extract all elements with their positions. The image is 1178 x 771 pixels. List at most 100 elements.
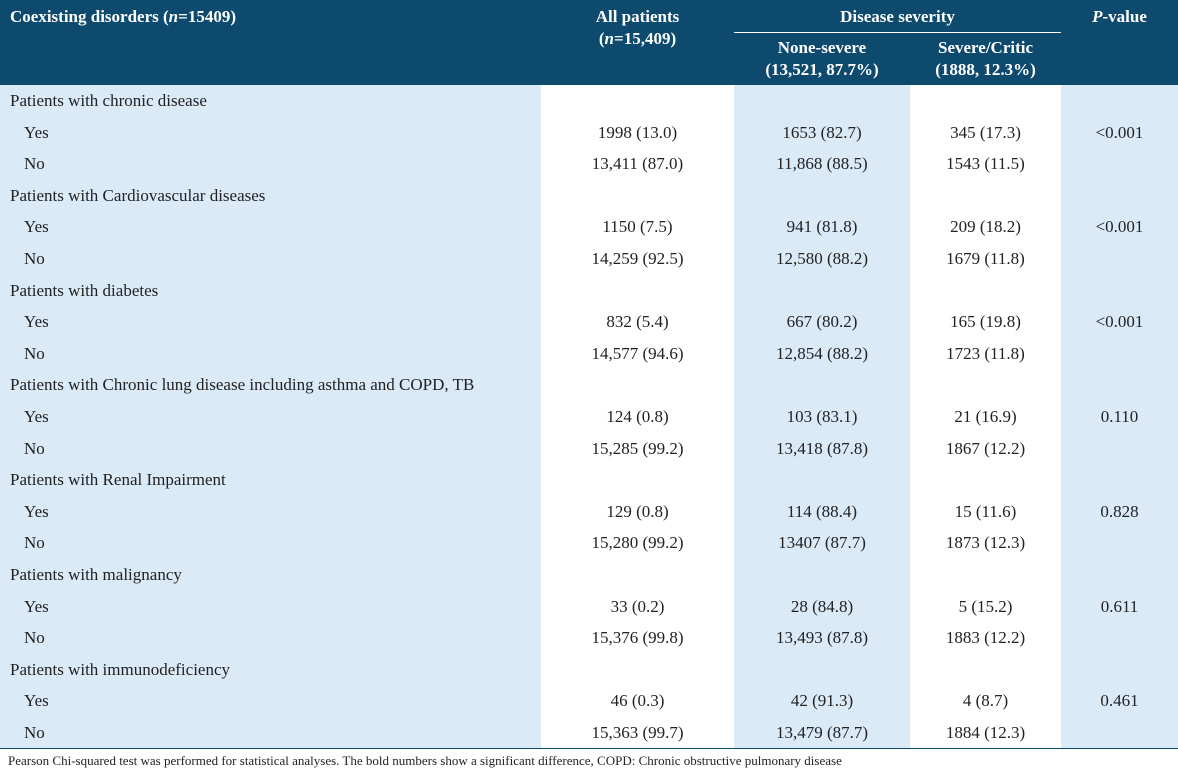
table-row: Yes 129 (0.8) 114 (88.4) 15 (11.6) 0.828 (0, 496, 1178, 528)
cell-none-severe: 1653 (82.7) (782, 122, 862, 142)
group-title: Patients with chronic disease (10, 91, 207, 110)
group-title-row: Patients with Chronic lung disease inclu… (0, 369, 1178, 401)
band-label-column (0, 85, 541, 748)
cell-severe-critic: 21 (16.9) (954, 407, 1017, 426)
cell-none-severe: 13,418 (87.8) (775, 438, 869, 458)
table-row: No 15,280 (99.2) 13407 (87.7) 1873 (12.3) (0, 527, 1178, 559)
row-label: No (24, 343, 45, 363)
row-label: No (24, 628, 45, 648)
row-label: No (24, 438, 45, 458)
group-title-row: Patients with Renal Impairment (0, 464, 1178, 496)
table-row: No 15,363 (99.7) 13,479 (87.7) 1884 (12.3) (0, 717, 1178, 749)
cell-all-patients: 15,376 (99.8) (591, 628, 684, 648)
row-label: Yes (24, 501, 49, 521)
header-sev-line1: Severe/Critic (937, 38, 1034, 57)
cell-severe-critic: 1867 (12.2) (945, 438, 1026, 458)
group-title: Patients with diabetes (10, 280, 159, 300)
cell-severe-critic: 5 (15.2) (958, 596, 1013, 616)
header-group-rule (734, 32, 1061, 33)
row-label: Yes (24, 122, 49, 142)
header-disease-severity: Disease severity (840, 7, 955, 26)
row-label: No (24, 249, 45, 268)
cell-p-value: <0.001 (1095, 122, 1144, 142)
group-title: Patients with Chronic lung disease inclu… (10, 375, 475, 395)
group-title: Patients with immunodeficiency (10, 659, 231, 679)
table-row: No 14,259 (92.5) 12,580 (88.2) 1679 (11.8) (0, 243, 1178, 275)
header-all-patients: All patients (n=15,409) (541, 6, 734, 50)
row-label: No (24, 154, 45, 174)
cell-severe-critic: 1543 (11.5) (946, 154, 1025, 174)
header-p-value: P-value (1092, 7, 1147, 26)
header-all-line1: All patients (595, 7, 680, 26)
cell-none-severe: 13,493 (87.8) (775, 628, 869, 648)
cell-none-severe: 13,479 (87.7) (775, 723, 869, 742)
row-label: Yes (24, 407, 49, 426)
row-label: No (24, 723, 45, 742)
row-label: Yes (24, 217, 49, 237)
table-row: Yes 124 (0.8) 103 (83.1) 21 (16.9) 0.110 (0, 401, 1178, 433)
cell-all-patients: 15,285 (99.2) (591, 438, 684, 458)
group-title: Patients with Renal Impairment (10, 470, 226, 490)
header-severe-critic: Severe/Critic (1888, 12.3%) (910, 37, 1061, 81)
table-body: Patients with chronic disease Yes 1998 (13… (0, 85, 1178, 748)
cell-severe-critic: 1679 (11.8) (946, 249, 1025, 268)
cell-all-patients: 832 (5.4) (606, 312, 669, 332)
header-none-line2: (13,521, 87.7%) (765, 60, 879, 79)
table-row: Yes 46 (0.3) 42 (91.3) 4 (8.7) 0.461 (0, 685, 1178, 717)
group-title: Patients with Cardiovascular diseases (10, 185, 266, 205)
table-header: Coexisting disorders (n=15409) All patie… (0, 0, 1178, 85)
group-title-row: Patients with chronic disease (0, 85, 1178, 117)
cell-all-patients: 1998 (13.0) (597, 122, 678, 142)
cell-severe-critic: 1873 (12.3) (945, 533, 1026, 553)
header-coexisting-disorders: Coexisting disorders (n=15409) (10, 6, 236, 28)
cell-p-value: 0.828 (1100, 501, 1139, 521)
table-footnote: Pearson Chi-squared test was performed f… (8, 753, 842, 768)
cell-none-severe: 114 (88.4) (786, 501, 858, 521)
cell-all-patients: 13,411 (87.0) (591, 154, 684, 174)
cell-none-severe: 667 (80.2) (786, 312, 858, 332)
table-bottom-rule (0, 748, 1178, 749)
table-row: No 15,285 (99.2) 13,418 (87.8) 1867 (12.2) (0, 433, 1178, 465)
cell-all-patients: 33 (0.2) (610, 596, 665, 616)
cell-severe-critic: 1884 (12.3) (945, 723, 1026, 742)
cell-severe-critic: 15 (11.6) (954, 501, 1017, 521)
header-all-line2: (n=15,409) (598, 29, 677, 48)
header-none-line1: None-severe (777, 38, 867, 57)
cell-all-patients: 124 (0.8) (606, 407, 669, 426)
header-label-text: Coexisting disorders (n=15409) (10, 7, 236, 26)
row-label: Yes (24, 596, 49, 616)
cell-p-value: 0.110 (1100, 407, 1139, 426)
table-row: No 14,577 (94.6) 12,854 (88.2) 1723 (11.8) (0, 338, 1178, 370)
cell-none-severe: 13407 (87.7) (778, 533, 866, 553)
header-sev-line2: (1888, 12.3%) (935, 60, 1036, 79)
cell-all-patients: 14,577 (94.6) (591, 343, 684, 363)
cell-none-severe: 28 (84.8) (790, 596, 854, 616)
cell-severe-critic: 209 (18.2) (950, 217, 1021, 237)
cell-none-severe: 103 (83.1) (786, 407, 858, 426)
cell-all-patients: 15,363 (99.7) (591, 723, 684, 742)
cell-severe-critic: 1723 (11.8) (946, 343, 1025, 363)
cell-severe-critic: 345 (17.3) (950, 122, 1021, 142)
cell-all-patients: 46 (0.3) (610, 691, 665, 711)
group-title-row: Patients with immunodeficiency (0, 654, 1178, 686)
group-title-row: Patients with diabetes (0, 275, 1178, 307)
band-none-severe-column (734, 85, 910, 748)
cell-all-patients: 14,259 (92.5) (591, 249, 684, 268)
cell-none-severe: 12,854 (88.2) (775, 343, 869, 363)
group-title-row: Patients with malignancy (0, 559, 1178, 591)
header-none-severe: None-severe (13,521, 87.7%) (734, 37, 910, 81)
cell-all-patients: 129 (0.8) (606, 501, 669, 521)
cell-severe-critic: 4 (8.7) (962, 691, 1009, 711)
cell-p-value: <0.001 (1095, 217, 1144, 237)
cell-none-severe: 941 (81.8) (786, 217, 858, 237)
row-label: Yes (24, 691, 49, 711)
cell-severe-critic: 1883 (12.2) (945, 628, 1026, 648)
cell-all-patients: 1150 (7.5) (602, 217, 673, 237)
group-title-row: Patients with Cardiovascular diseases (0, 180, 1178, 212)
table-row: Yes 832 (5.4) 667 (80.2) 165 (19.8) <0.001 (0, 306, 1178, 338)
cell-none-severe: 42 (91.3) (790, 691, 854, 711)
table-row: Yes 1150 (7.5) 941 (81.8) 209 (18.2) <0.001 (0, 211, 1178, 243)
cell-p-value: <0.001 (1095, 312, 1144, 332)
table-row: Yes 33 (0.2) 28 (84.8) 5 (15.2) 0.611 (0, 591, 1178, 623)
cell-none-severe: 12,580 (88.2) (775, 249, 869, 268)
